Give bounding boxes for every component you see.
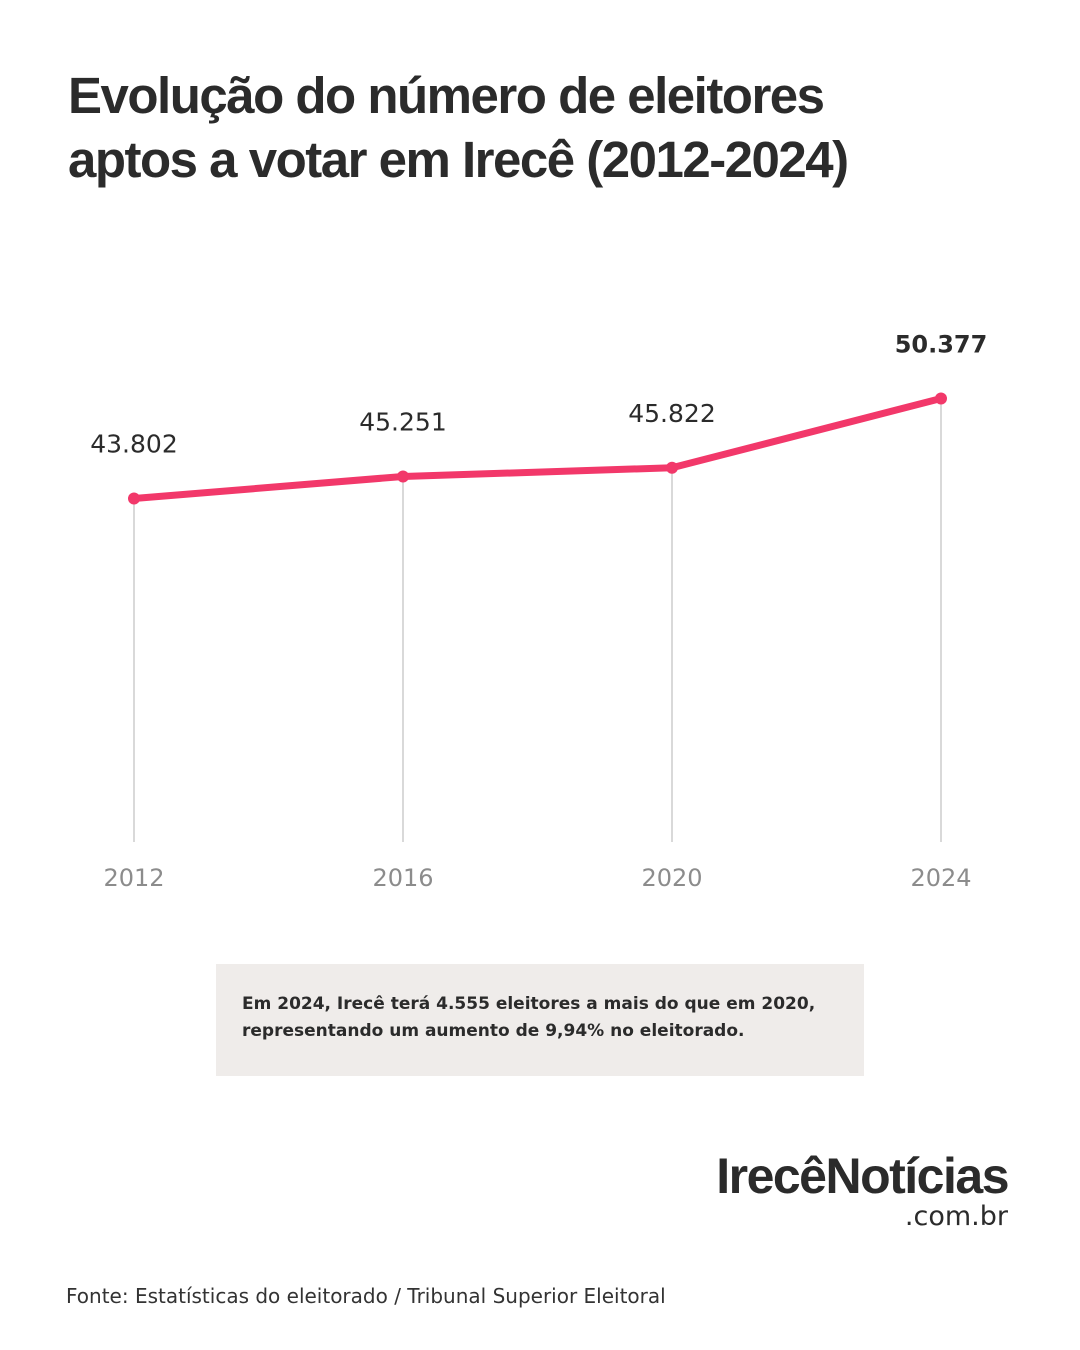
callout-line-2: representando um aumento de 9,94% no ele… — [242, 1021, 745, 1041]
brand-domain: .com.br — [904, 1201, 1008, 1232]
data-label-2024: 50.377 — [895, 330, 988, 358]
highlight-callout: Em 2024, Irecê terá 4.555 eleitores a ma… — [216, 964, 864, 1076]
brand-logo: IrecêNotícias .com.br — [716, 1148, 1009, 1232]
data-point-2016 — [397, 470, 409, 483]
x-tick-label-2012: 2012 — [103, 864, 164, 892]
brand-name: IrecêNotícias — [716, 1148, 1009, 1204]
data-point-2024 — [935, 392, 947, 405]
x-tick-label-2016: 2016 — [372, 864, 433, 892]
callout-line-1: Em 2024, Irecê terá 4.555 eleitores a ma… — [242, 994, 816, 1014]
data-point-2012 — [128, 492, 140, 505]
data-label-2012: 43.802 — [90, 430, 177, 459]
data-label-2016: 45.251 — [359, 407, 446, 436]
x-tick-label-2024: 2024 — [910, 864, 971, 892]
x-tick-label-2020: 2020 — [641, 864, 702, 892]
data-point-2020 — [666, 461, 678, 474]
chart-title: Evolução do número de eleitores aptos a … — [68, 64, 1028, 192]
line-chart: 43.802 45.251 45.822 50.377 2012 2016 2020 2024 — [90, 330, 988, 892]
chart-title-line-2: aptos a votar em Irecê (2012-2024) — [68, 131, 849, 188]
chart-title-line-1: Evolução do número de eleitores — [68, 67, 825, 124]
series-line — [130, 394, 945, 502]
source-note: Fonte: Estatísticas do eleitorado / Trib… — [66, 1284, 666, 1308]
data-label-2020: 45.822 — [628, 399, 715, 428]
